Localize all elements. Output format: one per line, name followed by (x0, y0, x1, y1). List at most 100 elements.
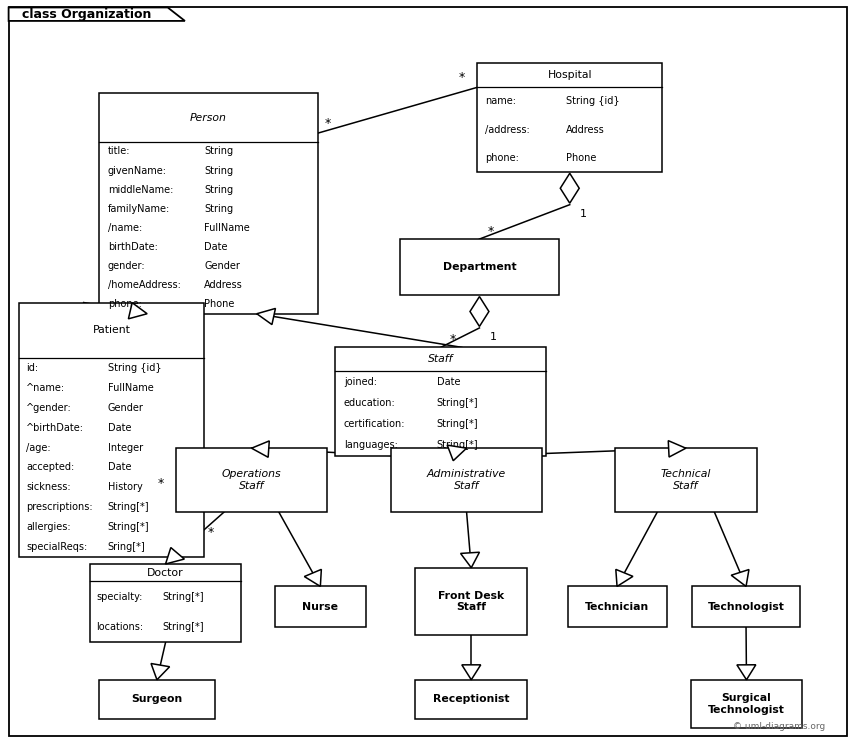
Polygon shape (304, 569, 322, 586)
Text: FullName: FullName (204, 223, 250, 233)
Bar (415, 568, 527, 635)
Text: Phone: Phone (566, 152, 597, 163)
Bar (615, 448, 757, 512)
Text: birthDate:: birthDate: (108, 242, 157, 252)
Text: *: * (449, 333, 456, 346)
Text: phone:: phone: (485, 152, 519, 163)
Text: Gender: Gender (204, 261, 240, 271)
Text: middleName:: middleName: (108, 185, 173, 195)
Text: String[*]: String[*] (163, 592, 204, 601)
Text: languages:: languages: (344, 440, 397, 450)
Text: *: * (488, 225, 494, 238)
Text: String[*]: String[*] (163, 622, 204, 632)
Text: Surgical
Technologist: Surgical Technologist (708, 693, 785, 715)
Text: Hospital: Hospital (548, 70, 592, 81)
Polygon shape (462, 665, 481, 680)
Polygon shape (128, 303, 147, 319)
Text: String[*]: String[*] (108, 502, 150, 512)
Text: *: * (458, 72, 464, 84)
Text: sickness:: sickness: (27, 482, 71, 492)
Text: Integer: Integer (108, 442, 143, 453)
Text: Staff: Staff (428, 354, 453, 365)
Polygon shape (668, 441, 686, 457)
Text: certification:: certification: (344, 419, 405, 429)
Text: /address:: /address: (485, 125, 530, 134)
Text: String {id}: String {id} (108, 363, 162, 374)
Bar (19, 303, 204, 557)
Text: /name:: /name: (108, 223, 142, 233)
Text: Date: Date (204, 242, 228, 252)
Text: title:: title: (108, 146, 130, 156)
Polygon shape (151, 663, 169, 680)
Bar (477, 63, 662, 172)
Text: name:: name: (485, 96, 516, 106)
Polygon shape (165, 548, 184, 564)
Text: Sring[*]: Sring[*] (108, 542, 145, 551)
Bar (692, 586, 800, 627)
Text: specialty:: specialty: (96, 592, 143, 601)
Text: History: History (108, 482, 143, 492)
Text: 1: 1 (580, 208, 587, 219)
Bar (391, 448, 542, 512)
Text: Front Desk
Staff: Front Desk Staff (439, 591, 504, 612)
Bar (335, 347, 546, 456)
Bar (176, 448, 327, 512)
Polygon shape (731, 569, 749, 586)
Text: ^birthDate:: ^birthDate: (27, 423, 84, 433)
Text: Technical
Staff: Technical Staff (660, 469, 711, 491)
Text: Phone: Phone (204, 300, 235, 309)
Polygon shape (257, 309, 275, 325)
Polygon shape (9, 7, 185, 21)
Text: © uml-diagrams.org: © uml-diagrams.org (734, 722, 826, 731)
Text: Nurse: Nurse (303, 602, 338, 612)
Text: *: * (325, 117, 331, 130)
Text: Date: Date (108, 462, 132, 472)
Text: String: String (204, 146, 233, 156)
Text: Patient: Patient (92, 326, 131, 335)
Polygon shape (737, 665, 756, 680)
Text: String {id}: String {id} (566, 96, 620, 106)
Text: Technologist: Technologist (708, 602, 784, 612)
Text: Date: Date (108, 423, 132, 433)
Text: String: String (204, 204, 233, 214)
Text: Department: Department (443, 262, 516, 272)
Text: givenName:: givenName: (108, 166, 167, 176)
Text: Receptionist: Receptionist (433, 694, 509, 704)
Bar (415, 680, 527, 719)
Text: id:: id: (27, 363, 39, 374)
Text: String[*]: String[*] (437, 419, 478, 429)
Polygon shape (616, 569, 633, 586)
Text: locations:: locations: (96, 622, 144, 632)
Text: Technician: Technician (585, 602, 649, 612)
Bar (568, 586, 666, 627)
Polygon shape (461, 552, 480, 568)
Text: String[*]: String[*] (437, 398, 478, 408)
Text: ^gender:: ^gender: (27, 403, 72, 413)
Bar (99, 93, 318, 314)
Text: String[*]: String[*] (437, 440, 478, 450)
Bar (400, 239, 559, 295)
Text: ^name:: ^name: (27, 383, 65, 393)
Bar (275, 586, 366, 627)
Text: accepted:: accepted: (27, 462, 75, 472)
Text: String: String (204, 185, 233, 195)
Text: prescriptions:: prescriptions: (27, 502, 93, 512)
Text: allergies:: allergies: (27, 522, 71, 532)
Text: Administrative
Staff: Administrative Staff (427, 469, 507, 491)
Text: Address: Address (204, 280, 243, 290)
Text: String[*]: String[*] (108, 522, 150, 532)
Text: Surgeon: Surgeon (132, 694, 182, 704)
Text: Doctor: Doctor (147, 568, 184, 577)
Bar (691, 680, 802, 728)
Bar (99, 680, 215, 719)
Polygon shape (561, 173, 580, 203)
Text: class Organization: class Organization (22, 7, 150, 21)
Text: phone:: phone: (108, 300, 142, 309)
Text: familyName:: familyName: (108, 204, 170, 214)
Polygon shape (470, 297, 488, 326)
Text: /age:: /age: (27, 442, 51, 453)
Bar (90, 564, 241, 642)
Text: Date: Date (437, 376, 460, 387)
Text: 1: 1 (490, 332, 497, 342)
Text: gender:: gender: (108, 261, 145, 271)
